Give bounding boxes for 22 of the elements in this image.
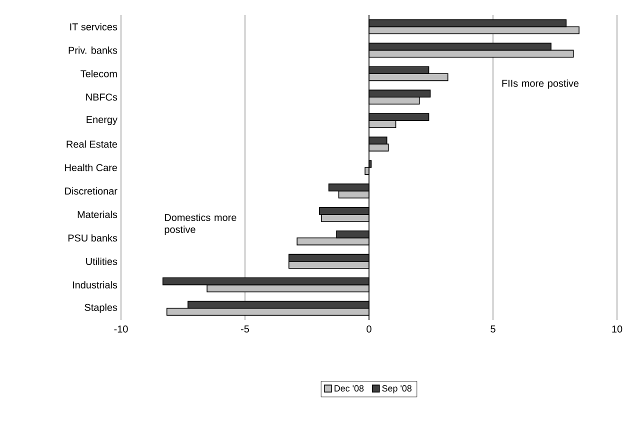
y-tick-label: Real Estate <box>66 140 118 148</box>
x-tick-label: 0 <box>366 326 372 333</box>
annotation: FIIs more postive <box>502 80 579 89</box>
y-tick-label: Health Care <box>65 164 118 172</box>
y-tick-label: IT services <box>70 23 118 30</box>
y-tick-label: NBFCs <box>86 94 118 101</box>
y-tick-label: Staples <box>84 304 118 313</box>
legend-label: Sep '08 <box>382 385 412 394</box>
annotation: Domestics more postive <box>164 214 236 235</box>
x-tick-label: -10 <box>114 326 128 333</box>
y-tick-label: Telecom <box>80 70 117 78</box>
x-tick-label: -5 <box>241 326 250 332</box>
y-tick-label: Energy <box>86 116 118 126</box>
y-tick-label: Priv. banks <box>68 46 118 54</box>
x-tick-label: 5 <box>490 326 496 332</box>
y-tick-label: PSU banks <box>68 234 118 242</box>
legend-label: Dec '08 <box>334 385 364 392</box>
y-tick-label: Materials <box>78 210 118 218</box>
y-tick-label: Discretionar <box>65 187 118 195</box>
y-tick-label: Utilities <box>86 258 118 266</box>
y-tick-label: Industrials <box>72 281 118 288</box>
x-tick-label: 10 <box>612 326 622 333</box>
